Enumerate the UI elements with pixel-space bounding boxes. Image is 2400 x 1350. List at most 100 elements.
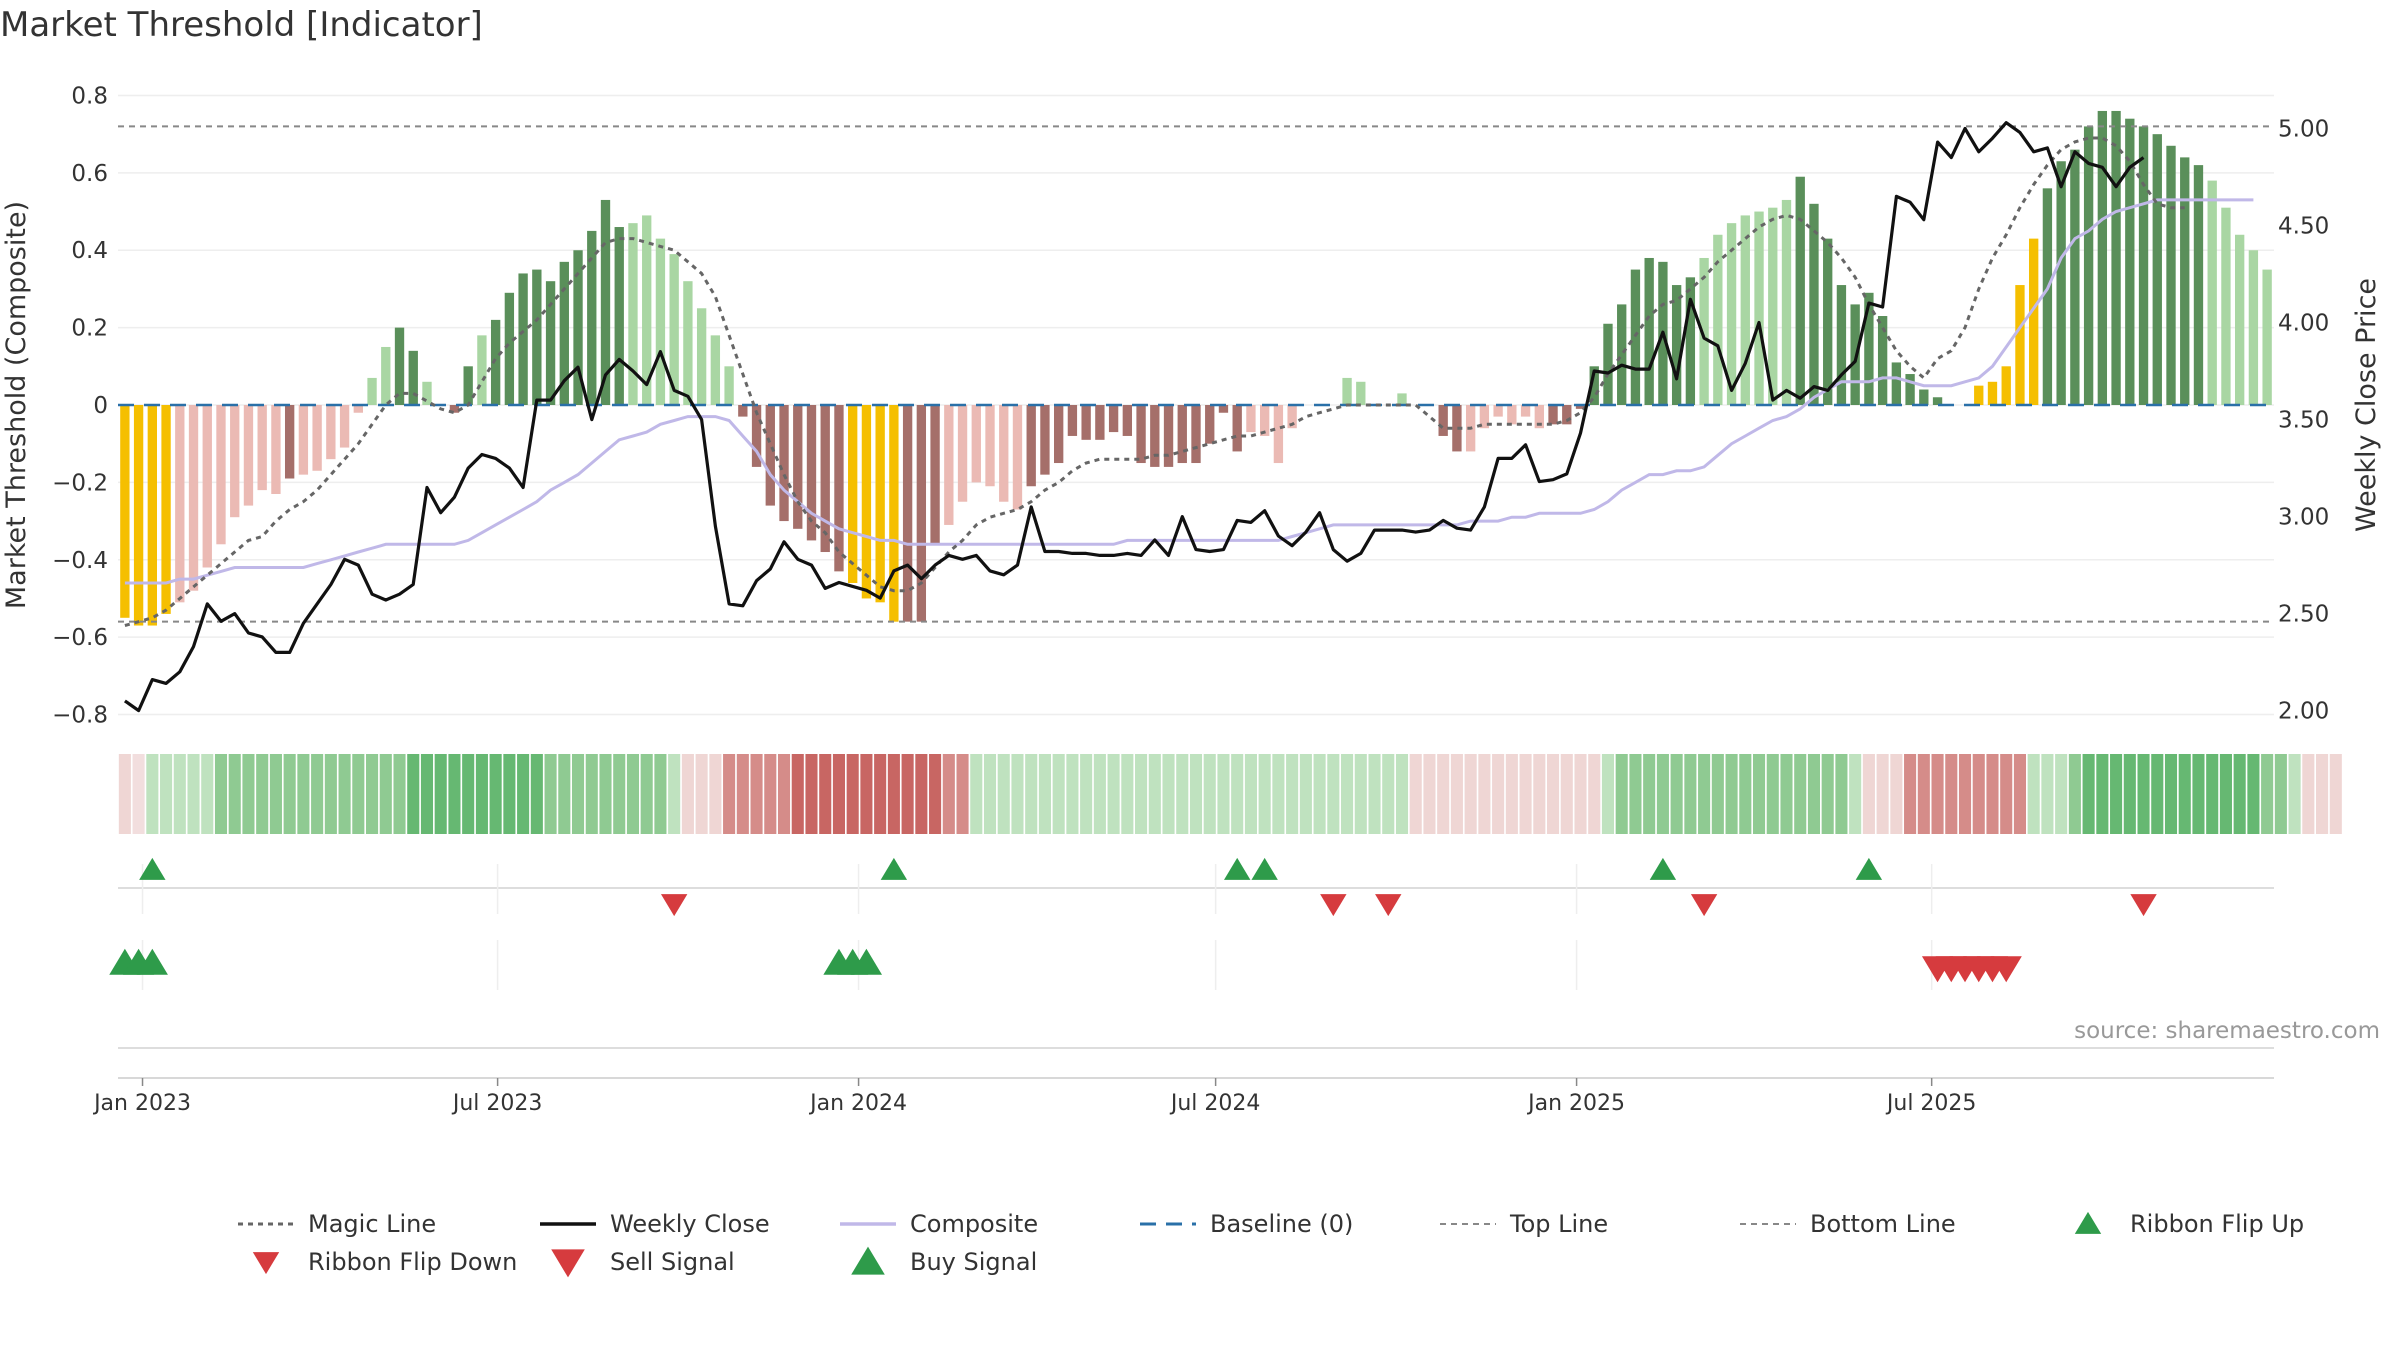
composite-bar — [875, 405, 885, 603]
composite-bar — [1218, 405, 1229, 413]
ribbon-cell — [874, 754, 887, 834]
ribbon-cell — [1862, 754, 1875, 834]
ribbon-cell — [530, 754, 543, 834]
composite-bar — [463, 366, 473, 405]
composite-bar — [2166, 145, 2176, 405]
legend-label: Baseline (0) — [1210, 1210, 1353, 1238]
composite-bar — [2234, 234, 2245, 405]
composite-bar — [1438, 405, 1448, 436]
composite-bar — [2056, 161, 2066, 405]
composite-bar — [655, 238, 666, 405]
ribbon-cell — [393, 754, 406, 834]
ribbon-cell — [352, 754, 365, 834]
ribbon-cell — [860, 754, 873, 834]
composite-bar — [1891, 362, 1902, 405]
composite-bar — [147, 405, 158, 626]
ribbon-cell — [1972, 754, 1985, 834]
composite-bar — [765, 405, 775, 506]
composite-bar — [1754, 211, 1764, 405]
legend-label: Buy Signal — [910, 1248, 1037, 1276]
ribbon-cell — [1945, 754, 1958, 834]
ribbon-cell — [544, 754, 557, 834]
ribbon-cell — [283, 754, 296, 834]
ribbon-cell — [1670, 754, 1683, 834]
legend-label: Ribbon Flip Down — [308, 1248, 517, 1276]
ribbon-cell — [2096, 754, 2109, 834]
left-tick-label: −0.6 — [52, 625, 108, 651]
composite-bar — [120, 405, 130, 618]
ribbon-cell — [1025, 754, 1038, 834]
ribbon-cell — [571, 754, 585, 834]
composite-bar — [957, 405, 968, 502]
composite-bar — [2111, 110, 2121, 405]
composite-bar — [1671, 285, 1682, 405]
left-tick-label: −0.4 — [52, 548, 108, 574]
composite-bar — [2097, 110, 2108, 405]
ribbon-cell — [1011, 754, 1024, 834]
ribbon-cell — [1821, 754, 1834, 834]
composite-bar — [230, 405, 240, 518]
legend-swatch-sell — [551, 1249, 585, 1278]
composite-bar — [1630, 269, 1641, 405]
composite-bar — [1575, 405, 1586, 409]
ribbon-cell — [1258, 754, 1271, 834]
sell-signal-marker — [1990, 956, 2022, 983]
ribbon-cell — [1107, 754, 1120, 834]
ribbon-cell — [819, 754, 832, 834]
ribbon-cell — [1162, 754, 1175, 834]
lines-layer — [118, 121, 2274, 713]
ribbon-cell — [1382, 754, 1395, 834]
ribbon-cell — [846, 754, 859, 834]
ribbon-cell — [1780, 754, 1793, 834]
ribbon-cell — [2206, 754, 2219, 834]
composite-bar — [477, 335, 487, 405]
composite-bar — [1617, 304, 1627, 405]
composite-bar — [889, 405, 899, 622]
ribbon-cell — [160, 754, 173, 834]
signals-panel — [109, 940, 2274, 1049]
ribbon-cell — [187, 754, 200, 834]
ribbon-cell — [1217, 754, 1230, 834]
ribbon-cell — [256, 754, 269, 834]
legend-item: Weekly Close — [540, 1210, 770, 1238]
ribbon-cell — [2233, 754, 2246, 834]
composite-bar — [1534, 405, 1544, 429]
right-tick-label: 2.00 — [2278, 699, 2329, 725]
composite-bar — [2262, 269, 2272, 405]
composite-bar — [628, 223, 638, 405]
composite-bar — [243, 405, 254, 506]
composite-bar — [1905, 374, 1915, 405]
composite-bar — [1067, 405, 1078, 436]
legend-item: Ribbon Flip Down — [252, 1248, 517, 1276]
composite-bar — [806, 405, 817, 541]
ribbon-cell — [1093, 754, 1106, 834]
ribbon-cell — [1299, 754, 1312, 834]
ribbon-cell — [2219, 754, 2232, 834]
composite-bar — [614, 227, 624, 405]
ribbon-cell — [1052, 754, 1065, 834]
legend-item: Sell Signal — [551, 1248, 735, 1278]
composite-bar — [971, 405, 981, 483]
composite-bar — [326, 405, 336, 460]
composite-bar — [353, 405, 363, 413]
ribbon-cell — [1835, 754, 1848, 834]
ribbon-cell — [1574, 754, 1587, 834]
composite-bar — [1562, 405, 1572, 425]
ribbon-cell — [1176, 754, 1189, 834]
left-tick-label: 0.2 — [71, 316, 108, 342]
legend-swatch-flip-down — [252, 1252, 280, 1275]
composite-bar — [2029, 238, 2039, 405]
composite-bar — [175, 405, 185, 603]
ribbon-cell — [1656, 754, 1669, 834]
composite-bar — [339, 405, 350, 448]
ribbon-cell — [1958, 754, 1972, 834]
ribbon-cell — [132, 754, 145, 834]
composite-bar — [1685, 277, 1696, 405]
ribbon-flip-up-marker — [1855, 857, 1883, 880]
ribbon-cell — [1876, 754, 1889, 834]
legend-item: Ribbon Flip Up — [2074, 1210, 2304, 1238]
left-tick-label: 0.4 — [71, 238, 108, 264]
composite-bar — [1191, 405, 1201, 464]
legend-label: Composite — [910, 1210, 1038, 1238]
ribbon-cell — [324, 754, 337, 834]
